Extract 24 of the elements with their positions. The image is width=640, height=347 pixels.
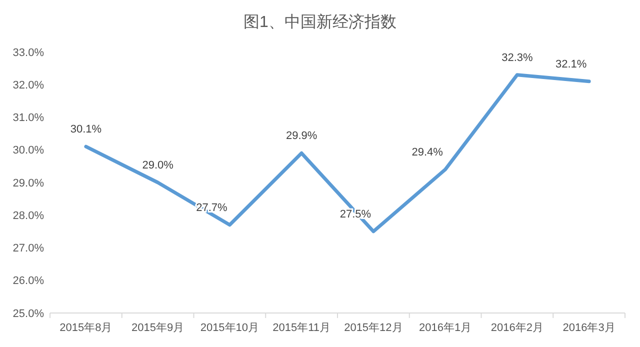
x-tick-label: 2015年10月 — [200, 322, 260, 334]
data-label: 29.9% — [286, 130, 318, 142]
y-tick-label: 31.0% — [12, 112, 44, 124]
data-label: 32.1% — [555, 58, 587, 70]
chart-title: 图1、中国新经济指数 — [244, 13, 396, 31]
data-label: 30.1% — [70, 124, 102, 136]
y-tick-label: 26.0% — [12, 275, 44, 288]
data-label: 29.0% — [142, 160, 174, 172]
x-tick-label: 2016年3月 — [562, 322, 616, 334]
y-tick-label: 32.0% — [12, 79, 44, 92]
y-tick-label: 27.0% — [12, 242, 44, 255]
y-tick-label: 33.0% — [12, 46, 44, 59]
x-tick-label: 2016年1月 — [419, 322, 472, 334]
x-tick-label: 2015年8月 — [60, 322, 112, 334]
x-tick-label: 2015年9月 — [132, 322, 184, 334]
data-label: 29.4% — [412, 146, 444, 158]
x-tick-label: 2015年12月 — [344, 322, 403, 334]
x-tick-label: 2016年2月 — [490, 322, 544, 334]
y-tick-label: 28.0% — [12, 210, 44, 222]
data-label: 32.3% — [502, 52, 533, 64]
x-tick-label: 2015年11月 — [272, 322, 331, 334]
y-tick-label: 30.0% — [12, 144, 44, 157]
y-tick-label: 25.0% — [12, 308, 44, 320]
y-tick-label: 29.0% — [12, 177, 44, 190]
